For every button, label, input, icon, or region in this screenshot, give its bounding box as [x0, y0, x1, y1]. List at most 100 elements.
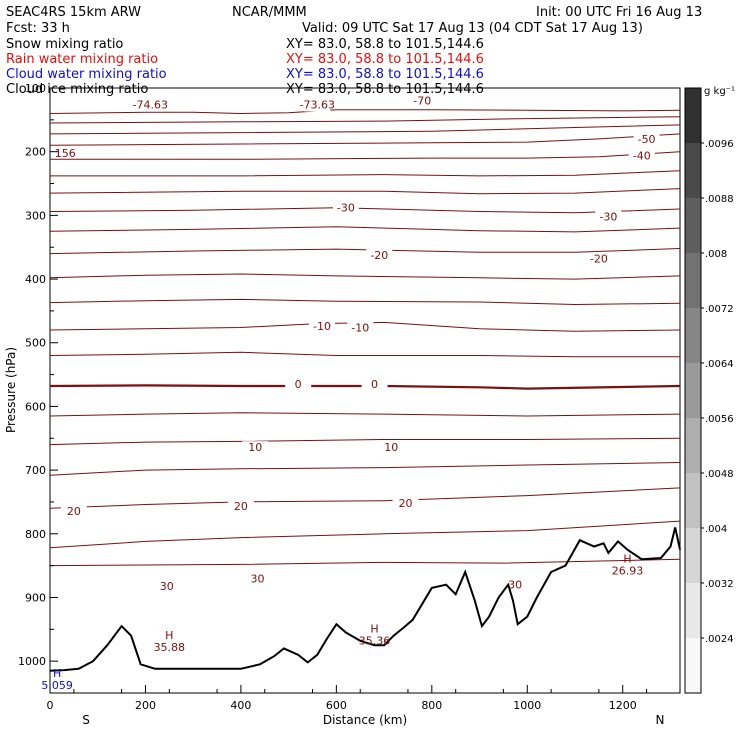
y-tick-label: 300	[25, 209, 46, 222]
high-marker: H	[53, 667, 61, 680]
contour-label: 20	[234, 500, 248, 513]
high-marker: H	[165, 629, 173, 642]
y-tick-label: 100	[25, 82, 46, 95]
contour-label: -73.63	[300, 99, 335, 112]
y-axis-label: Pressure (hPa)	[4, 347, 18, 433]
contour-label: 20	[67, 505, 81, 518]
colorbar-swatch	[685, 253, 701, 309]
y-tick-label: 500	[25, 337, 46, 350]
isotherm-line	[49, 133, 681, 146]
high-value: 5.059	[41, 679, 73, 692]
colorbar-label: .004	[705, 524, 727, 535]
contour-label-bg	[285, 378, 312, 392]
isotherm-line	[49, 462, 681, 476]
contour-label: 30	[508, 579, 522, 592]
x-tick-label: 1000	[513, 699, 541, 712]
field-cloud-ice-label: Cloud ice mixing ratio	[6, 82, 148, 97]
isotherm-line	[49, 273, 681, 280]
colorbar-swatch	[685, 308, 701, 364]
field-rain-label: Rain water mixing ratio	[6, 52, 158, 67]
contour-label: -10	[351, 321, 369, 334]
contour-label-bg	[332, 201, 359, 215]
isotherm-line	[49, 412, 681, 417]
isotherm-line	[49, 188, 681, 195]
colorbar-swatch	[685, 418, 701, 474]
isotherm-line	[49, 351, 680, 358]
center-name: NCAR/MMM	[232, 5, 307, 20]
isotherm-line	[49, 207, 681, 214]
forecast-hour: Fcst: 33 h	[6, 21, 70, 36]
isotherm-line	[49, 437, 681, 446]
x-tick-label: 800	[421, 699, 442, 712]
x-axis-ticks: 0 200 400 600 800 1000 1200	[47, 685, 648, 712]
y-tick-label: 900	[25, 591, 46, 604]
colorbar-label: .008	[705, 249, 727, 260]
terrain-profile	[49, 527, 681, 672]
contour-label: 20	[399, 497, 413, 510]
contour-label: 30	[250, 572, 264, 585]
contour-label: 10	[384, 441, 398, 454]
terrain-line	[49, 527, 681, 672]
x-tick-label: 0	[47, 699, 54, 712]
high-marker: H	[623, 552, 631, 565]
isotherm-line	[49, 124, 681, 135]
x-axis-label: Distance (km)	[323, 713, 407, 727]
colorbar: .0096 .0088 .008 .0072 .0064 .0056 .0048 .004 .0…	[684, 87, 734, 694]
field-cloud-water-xy: XY= 83.0, 58.8 to 101.5,144.6	[286, 67, 484, 82]
colorbar-label: .0024	[705, 634, 734, 645]
contour-label-bg	[392, 497, 419, 511]
colorbar-swatch	[685, 528, 701, 584]
field-cloud-water-label: Cloud water mixing ratio	[6, 67, 167, 82]
contour-label: -20	[590, 253, 608, 266]
contour-label-bg	[137, 98, 164, 112]
contour-labels: -74.63 -73.63 -70 -50 -40 -30 -30 -20 -20 -10 -10 0…	[55, 94, 660, 593]
contour-label-bg	[595, 210, 622, 224]
isotherm-contours	[49, 109, 681, 567]
contour-label-bg	[242, 441, 269, 455]
isotherm-line	[49, 487, 681, 509]
contour-label-bg	[585, 252, 612, 266]
contour-label-bg	[378, 441, 405, 455]
north-label: N	[656, 713, 665, 727]
contour-label: -30	[337, 202, 355, 215]
colorbar-label: .0048	[705, 469, 734, 480]
contour-label: -70	[413, 95, 431, 108]
plot-frame	[49, 87, 681, 694]
isotherm-line	[49, 520, 681, 549]
contour-label-bg	[409, 94, 436, 108]
colorbar-unit: g kg⁻¹	[704, 86, 735, 97]
x-tick-label: 200	[135, 699, 156, 712]
colorbar-label: .0096	[705, 139, 734, 150]
colorbar-swatch	[685, 88, 701, 144]
isotherm-line	[50, 170, 681, 177]
high-value: 26.93	[612, 564, 644, 577]
colorbar-label: .0088	[705, 194, 734, 205]
colorbar-frame	[684, 87, 702, 694]
colorbar-swatch	[685, 363, 701, 419]
colorbar-label: .0064	[705, 359, 734, 370]
colorbar-label: .0032	[705, 579, 734, 590]
contour-label: -10	[313, 320, 331, 333]
field-rain-xy: XY= 83.0, 58.8 to 101.5,144.6	[286, 52, 484, 67]
y-tick-label: 200	[25, 146, 46, 159]
colorbar-label: .0056	[705, 414, 734, 425]
y-tick-label: 800	[25, 528, 46, 541]
contour-label-bg	[227, 499, 254, 513]
y-tick-label: 400	[25, 273, 46, 286]
contour-label-bg	[304, 98, 331, 112]
contour-label-bg	[366, 248, 393, 262]
contour-label: 156	[55, 147, 76, 160]
isotherm-line	[50, 151, 681, 160]
contour-label: -30	[599, 211, 617, 224]
isotherm-line	[49, 226, 681, 233]
isotherm-line	[49, 248, 681, 255]
high-marker: H	[370, 623, 378, 636]
contour-label: 0	[295, 378, 302, 391]
y-tick-label: 700	[25, 464, 46, 477]
colorbar-swatch	[685, 638, 701, 694]
isotherm-line	[49, 116, 681, 124]
contour-label-bg	[361, 378, 388, 392]
contour-label: -50	[638, 133, 656, 146]
